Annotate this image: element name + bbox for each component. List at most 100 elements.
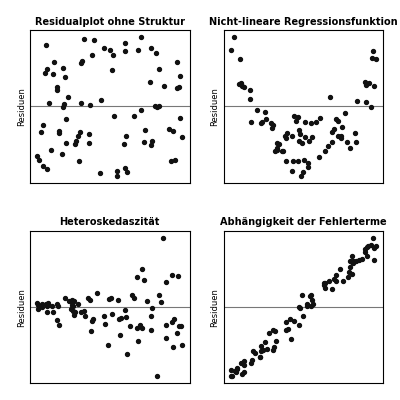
- Point: [272, 328, 278, 334]
- Point: [82, 313, 88, 319]
- Point: [44, 303, 50, 309]
- Point: [299, 291, 305, 298]
- Point: [282, 133, 288, 140]
- Point: [364, 253, 370, 260]
- Point: [321, 282, 327, 288]
- Point: [307, 292, 313, 299]
- Point: [233, 369, 239, 376]
- Point: [282, 326, 289, 333]
- Point: [75, 301, 81, 308]
- Point: [266, 329, 272, 336]
- Point: [42, 70, 48, 77]
- Point: [274, 145, 280, 151]
- Point: [235, 80, 242, 87]
- Point: [176, 114, 183, 121]
- Point: [163, 322, 169, 328]
- Point: [142, 127, 148, 133]
- Point: [179, 134, 186, 140]
- Point: [300, 156, 307, 163]
- Point: [271, 344, 277, 350]
- Point: [97, 170, 103, 176]
- Point: [154, 373, 160, 380]
- Point: [231, 34, 238, 40]
- Point: [154, 104, 160, 111]
- Point: [348, 259, 355, 265]
- Point: [124, 169, 130, 176]
- Point: [241, 362, 247, 369]
- Point: [370, 48, 376, 54]
- Point: [326, 278, 332, 285]
- Point: [342, 110, 348, 116]
- Point: [350, 259, 357, 266]
- Point: [86, 140, 92, 146]
- Point: [81, 308, 87, 314]
- Point: [305, 160, 312, 166]
- Point: [264, 346, 270, 353]
- Point: [373, 242, 379, 249]
- Point: [346, 269, 352, 275]
- Point: [257, 354, 263, 361]
- Point: [108, 295, 114, 302]
- Point: [247, 96, 254, 102]
- Point: [347, 264, 354, 270]
- Point: [45, 300, 52, 306]
- Point: [344, 139, 350, 145]
- Point: [40, 162, 46, 169]
- Point: [248, 360, 254, 366]
- Point: [273, 338, 279, 344]
- Point: [291, 112, 297, 119]
- Point: [305, 163, 312, 170]
- Point: [300, 312, 306, 319]
- Point: [333, 272, 339, 278]
- Point: [362, 246, 369, 252]
- Point: [170, 316, 177, 322]
- Point: [85, 295, 92, 302]
- Point: [308, 292, 314, 298]
- Point: [280, 148, 286, 154]
- Title: Abhängigkeit der Fehlerterme: Abhängigkeit der Fehlerterme: [220, 217, 387, 227]
- Point: [302, 134, 308, 140]
- Point: [69, 302, 75, 308]
- Point: [337, 266, 343, 272]
- Point: [284, 130, 290, 136]
- Point: [296, 322, 302, 328]
- Point: [122, 307, 128, 314]
- Point: [160, 235, 167, 241]
- Point: [345, 274, 351, 280]
- Point: [117, 332, 124, 338]
- Point: [252, 350, 258, 356]
- Point: [332, 278, 339, 284]
- Point: [297, 131, 303, 137]
- Point: [349, 271, 355, 277]
- Point: [331, 126, 337, 132]
- Point: [123, 314, 130, 320]
- Point: [302, 119, 308, 126]
- Point: [296, 127, 302, 133]
- Point: [116, 316, 122, 322]
- Point: [131, 294, 137, 301]
- Point: [94, 290, 100, 296]
- Point: [288, 336, 294, 343]
- Point: [262, 116, 269, 122]
- Point: [249, 357, 256, 363]
- Point: [290, 318, 297, 324]
- Point: [289, 168, 295, 174]
- Point: [352, 138, 359, 145]
- Y-axis label: Residuen: Residuen: [210, 87, 220, 126]
- Point: [298, 140, 305, 147]
- Point: [329, 286, 336, 292]
- Point: [123, 132, 129, 139]
- Point: [148, 142, 154, 148]
- Point: [306, 138, 312, 144]
- Point: [234, 366, 240, 372]
- Point: [308, 296, 315, 303]
- Point: [347, 145, 353, 151]
- Point: [257, 354, 263, 360]
- Point: [63, 115, 69, 122]
- Point: [34, 153, 40, 159]
- Point: [238, 79, 244, 86]
- Point: [296, 138, 303, 144]
- Point: [259, 119, 266, 125]
- Point: [273, 140, 280, 146]
- Point: [272, 147, 278, 154]
